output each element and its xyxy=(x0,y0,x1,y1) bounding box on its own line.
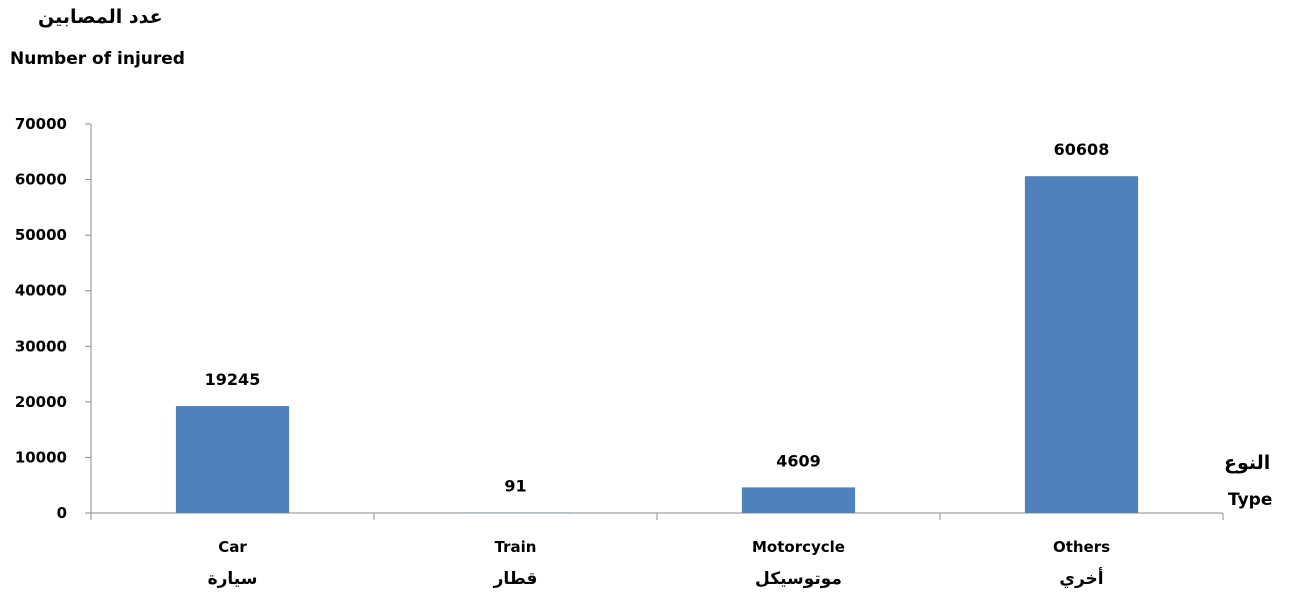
bar-car xyxy=(175,406,290,513)
category-label-english: Train xyxy=(495,538,537,556)
category-label-arabic: قطار xyxy=(493,569,538,589)
data-label: 4609 xyxy=(776,451,821,470)
bar-train xyxy=(458,512,573,513)
x-axis-title-arabic: النوع xyxy=(1224,452,1271,474)
data-label: 60608 xyxy=(1054,140,1110,159)
bar-others xyxy=(1024,176,1139,513)
category-label-english: Motorcycle xyxy=(752,538,845,556)
y-tick-label: 20000 xyxy=(15,393,67,411)
y-tick-label: 10000 xyxy=(15,448,67,466)
category-label-arabic: موتوسيكل xyxy=(755,569,842,589)
bar-motorcycle xyxy=(741,487,856,513)
y-tick-label: 60000 xyxy=(15,171,67,189)
y-tick-label: 70000 xyxy=(15,115,67,133)
y-tick-label: 0 xyxy=(57,504,67,522)
y-tick-label: 30000 xyxy=(15,337,67,355)
category-label-english: Car xyxy=(218,538,247,556)
category-label-arabic: أخري xyxy=(1059,567,1103,589)
y-axis-title-arabic: عدد المصابين xyxy=(38,6,163,28)
y-tick-label: 50000 xyxy=(15,226,67,244)
y-tick-label: 40000 xyxy=(15,282,67,300)
category-label-english: Others xyxy=(1053,538,1110,556)
y-axis-title-english: Number of injured xyxy=(10,49,185,69)
x-axis-title-english: Type xyxy=(1228,490,1273,510)
data-label: 91 xyxy=(504,476,526,495)
data-label: 19245 xyxy=(205,370,261,389)
category-label-arabic: سيارة xyxy=(208,569,258,589)
